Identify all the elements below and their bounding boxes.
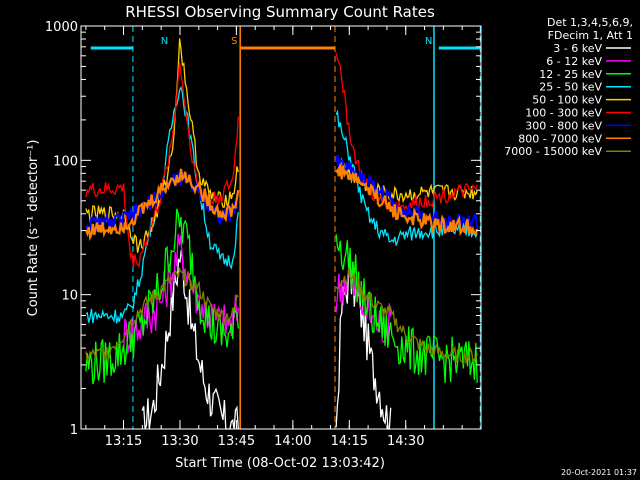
x-tick-label: 14:00 [274,434,311,449]
series-line-pre-gap [85,266,239,363]
legend-label: 800 - 7000 keV [518,132,602,145]
series-line-pre-gap [84,168,240,242]
y-axis-label: Count Rate (s⁻¹ detector⁻¹) [26,140,41,317]
legend-header-line-1: Det 1,3,4,5,6,9, [547,16,633,29]
series-12-25-keV [85,208,478,385]
series-line-post-gap [335,234,478,383]
x-tick-label: 13:30 [161,434,198,449]
legend-label: 100 - 300 keV [525,107,602,120]
series-line-post-gap [335,164,479,237]
series-line-post-gap [335,109,478,246]
legend-label: 300 - 800 keV [525,119,602,132]
legend-label: 7000 - 15000 keV [504,145,602,158]
series-line-post-gap [335,267,478,366]
series-line-post-gap [335,52,478,216]
x-tick-label: 13:45 [218,434,255,449]
y-tick-label: 10 [61,289,78,304]
x-tick-label: 13:15 [105,434,142,449]
series-7000-15000-keV [85,266,478,366]
marker-label-0: N [161,36,168,47]
x-axis-label: Start Time (08-Oct-02 13:03:42) [175,456,385,471]
series-line-pre-gap [85,62,239,268]
chart-title: RHESSI Observing Summary Count Rates [125,3,435,21]
x-tick-label: 14:30 [387,434,424,449]
y-tick-label: 1 [70,423,78,438]
plot-layer: N NS [84,26,481,430]
axes: 1 10 100 1000 13:15 13:30 13:45 14:00 14:15 14:30 [45,20,482,449]
plot-frame [80,25,482,430]
series-800-7000-keV [84,164,479,242]
generation-timestamp: 20-Oct-2021 01:37 [561,468,637,477]
series-line-pre-gap [85,208,239,385]
legend-label: 50 - 100 keV [532,94,602,107]
y-tick-label: 100 [53,154,78,169]
y-tick-label: 1000 [45,20,78,35]
marker-label-2: S [231,36,237,47]
legend-label: 3 - 6 keV [553,42,602,55]
marker-label-1: N [425,36,432,47]
legend-label: 6 - 12 keV [546,55,602,68]
x-tick-label: 14:15 [331,434,368,449]
legend-header-line-2: FDecim 1, Att 1 [548,29,633,42]
series-line-pre-gap [141,250,239,430]
legend-label: 12 - 25 keV [539,68,602,81]
legend-label: 25 - 50 keV [539,81,602,94]
